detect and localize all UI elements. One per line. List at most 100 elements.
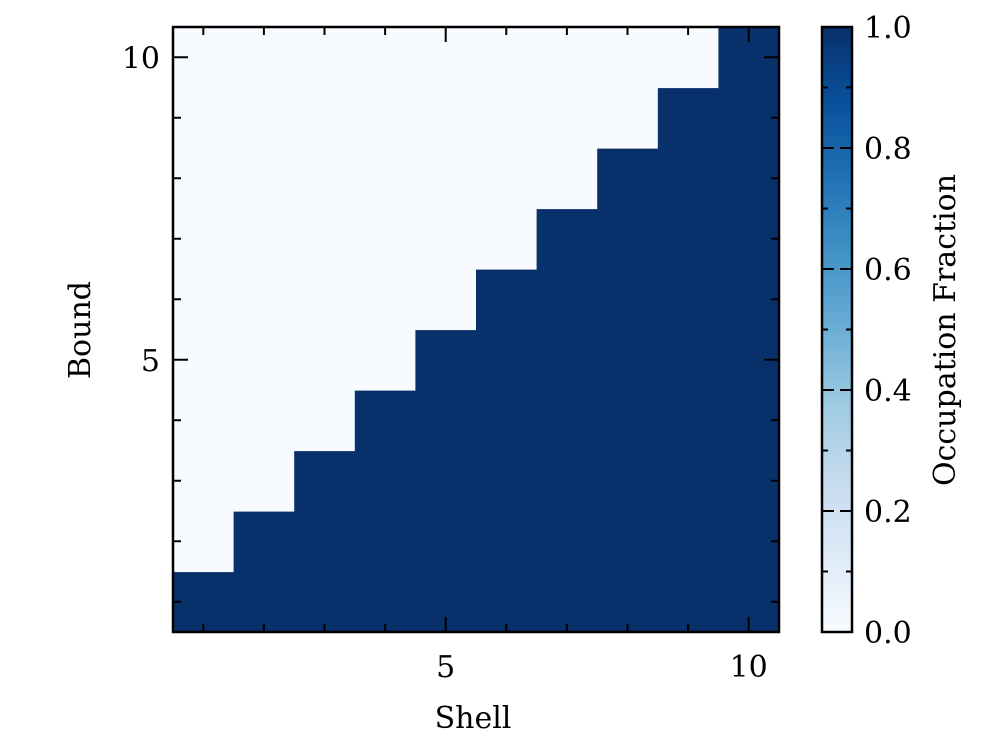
heatmap-cell <box>233 148 295 210</box>
heatmap-cell <box>173 269 235 331</box>
heatmap-cell <box>476 148 538 210</box>
heatmap-cell <box>173 148 235 210</box>
heatmap-cell <box>233 208 295 270</box>
heatmap-cell <box>415 329 477 391</box>
heatmap-cell <box>476 87 538 149</box>
x-tick-label: 10 <box>730 650 768 685</box>
heatmap-cell <box>354 450 416 512</box>
heatmap-cell <box>597 329 659 391</box>
heatmap-cell <box>233 511 295 573</box>
heatmap-cell <box>476 390 538 452</box>
y-tick-label: 5 <box>141 344 160 379</box>
heatmap-cell <box>233 269 295 331</box>
heatmap-cell <box>233 87 295 149</box>
heatmap-cell <box>354 148 416 210</box>
heatmap-cell <box>173 208 235 270</box>
heatmap-cell <box>597 511 659 573</box>
colorbar-label: Occupation Fraction <box>928 174 963 486</box>
heatmap-cell <box>415 450 477 512</box>
heatmap-cell <box>597 87 659 149</box>
heatmap-cell <box>597 571 659 633</box>
heatmap-cell <box>415 269 477 331</box>
heatmap-cell <box>536 148 598 210</box>
heatmap-cell <box>173 571 235 633</box>
heatmap-cell <box>536 390 598 452</box>
heatmap-cell <box>354 208 416 270</box>
heatmap-cell <box>354 511 416 573</box>
heatmap-cell <box>536 208 598 270</box>
heatmap-cell <box>536 511 598 573</box>
heatmap-cell <box>173 390 235 452</box>
heatmap-cell <box>657 571 719 633</box>
heatmap-cell <box>415 390 477 452</box>
heatmap-cell <box>415 511 477 573</box>
heatmap-cell <box>294 87 356 149</box>
heatmap-cell <box>294 208 356 270</box>
heatmap-cell <box>476 208 538 270</box>
heatmap-cell <box>354 27 416 89</box>
heatmap-cell <box>657 208 719 270</box>
heatmap-cell <box>718 148 780 210</box>
heatmap-cell <box>597 208 659 270</box>
heatmap-cell <box>718 511 780 573</box>
heatmap-cell <box>657 450 719 512</box>
y-tick-label: 10 <box>122 41 160 76</box>
heatmap-cell <box>294 269 356 331</box>
heatmap-cell <box>233 450 295 512</box>
heatmap-cell <box>294 27 356 89</box>
heatmap-cell <box>536 450 598 512</box>
heatmap-cell <box>294 571 356 633</box>
heatmap-cell <box>354 269 416 331</box>
heatmap-cell <box>657 329 719 391</box>
heatmap-cell <box>354 390 416 452</box>
x-tick-label: 5 <box>436 650 455 685</box>
heatmap-cell <box>233 27 295 89</box>
heatmap-cell <box>354 329 416 391</box>
heatmap-cell <box>536 269 598 331</box>
heatmap-cell <box>476 511 538 573</box>
heatmap-cell <box>536 571 598 633</box>
heatmap-cell <box>657 390 719 452</box>
heatmap-cell <box>415 148 477 210</box>
colorbar-tick-label: 0.2 <box>864 495 912 530</box>
heatmap-cells <box>173 27 780 633</box>
heatmap-cell <box>476 27 538 89</box>
heatmap-cell <box>657 87 719 149</box>
heatmap-cell <box>415 208 477 270</box>
heatmap-cell <box>173 87 235 149</box>
heatmap-cell <box>536 329 598 391</box>
heatmap-cell <box>657 27 719 89</box>
heatmap-cell <box>294 390 356 452</box>
colorbar-tick-label: 0.4 <box>864 374 912 409</box>
heatmap-cell <box>718 208 780 270</box>
plot-ticks: 5 10 5 10 <box>122 27 779 685</box>
heatmap-cell <box>476 571 538 633</box>
heatmap-cell <box>718 87 780 149</box>
heatmap-cell <box>597 450 659 512</box>
heatmap-cell <box>173 450 235 512</box>
heatmap-cell <box>173 511 235 573</box>
heatmap-cell <box>476 450 538 512</box>
heatmap-cell <box>536 27 598 89</box>
colorbar-tick-label: 1.0 <box>864 11 912 46</box>
colorbar-tick-label: 0.8 <box>864 132 912 167</box>
colorbar-ticks: 0.0 0.2 0.4 0.6 0.8 1.0 <box>822 11 912 651</box>
colorbar-tick-label: 0.6 <box>864 253 912 288</box>
heatmap-cell <box>415 87 477 149</box>
heatmap-cell <box>657 269 719 331</box>
colorbar-tick-label: 0.0 <box>864 616 912 651</box>
heatmap-cell <box>657 148 719 210</box>
heatmap-cell <box>233 571 295 633</box>
heatmap-cell <box>718 390 780 452</box>
heatmap-cell <box>354 571 416 633</box>
heatmap-cell <box>294 148 356 210</box>
y-axis-label: Bound <box>63 281 98 379</box>
heatmap-cell <box>597 390 659 452</box>
plot-frame <box>171 25 781 634</box>
heatmap-cell <box>233 329 295 391</box>
heatmap-cell <box>597 269 659 331</box>
heatmap-cell <box>718 450 780 512</box>
heatmap-cell <box>536 87 598 149</box>
heatmap-cell <box>476 329 538 391</box>
